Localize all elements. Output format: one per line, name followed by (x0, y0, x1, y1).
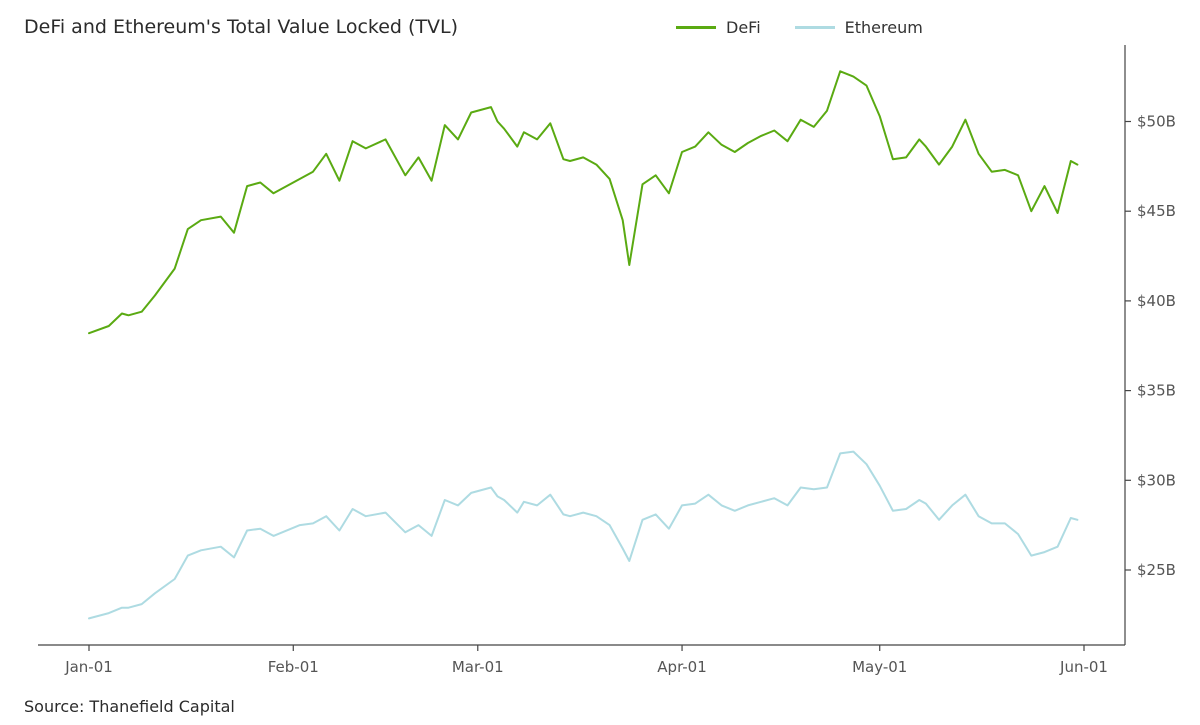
x-tick-label: Jan-01 (64, 658, 113, 676)
x-tick-label: Apr-01 (657, 658, 707, 676)
x-tick-label: Mar-01 (452, 658, 504, 676)
x-tick-label: Feb-01 (268, 658, 319, 676)
y-axis: $25B $30B $35B $40B $45B $50B (1124, 45, 1176, 645)
series-layer (88, 70, 1079, 620)
series-line-defi[interactable] (88, 70, 1079, 335)
y-tick-label: $45B (1137, 202, 1176, 220)
y-tick-label: $50B (1137, 113, 1176, 131)
y-tick-label: $35B (1137, 382, 1176, 400)
legend-swatch-ethereum (794, 26, 835, 29)
legend-item-defi[interactable]: DeFi (676, 18, 761, 37)
y-tick-label: $40B (1137, 292, 1176, 310)
x-tick-label: May-01 (852, 658, 907, 676)
source-note: Source: Thanefield Capital (24, 697, 235, 716)
legend-swatch-defi (676, 26, 716, 29)
x-axis: Jan-01 Feb-01 Mar-01 Apr-01 May-01 Jun-01 (38, 644, 1125, 676)
legend-label-defi: DeFi (726, 18, 761, 37)
chart-title: DeFi and Ethereum's Total Value Locked (… (24, 16, 459, 38)
legend-item-ethereum[interactable]: Ethereum (794, 18, 923, 37)
legend-label-ethereum: Ethereum (844, 18, 923, 37)
x-tick-label: Jun-01 (1059, 658, 1108, 676)
chart-legend: DeFi Ethereum (676, 18, 923, 37)
y-tick-label: $25B (1137, 561, 1176, 579)
y-tick-label: $30B (1137, 471, 1176, 489)
series-line-ethereum[interactable] (88, 450, 1079, 620)
